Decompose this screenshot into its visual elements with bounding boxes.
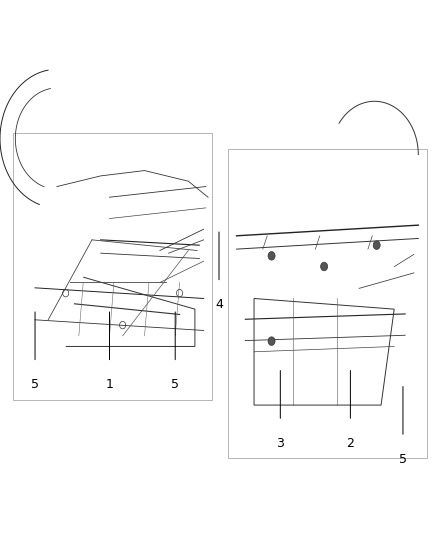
Text: 1: 1 <box>106 378 113 391</box>
Text: 2: 2 <box>346 437 354 450</box>
Circle shape <box>268 252 275 260</box>
Text: 3: 3 <box>276 437 284 450</box>
Circle shape <box>321 262 328 271</box>
Text: 5: 5 <box>31 378 39 391</box>
Circle shape <box>268 337 275 345</box>
Text: 5: 5 <box>171 378 179 391</box>
Bar <box>13 133 212 400</box>
Circle shape <box>373 241 380 249</box>
Bar <box>228 149 427 458</box>
Text: 5: 5 <box>399 453 407 466</box>
Text: 4: 4 <box>215 298 223 311</box>
